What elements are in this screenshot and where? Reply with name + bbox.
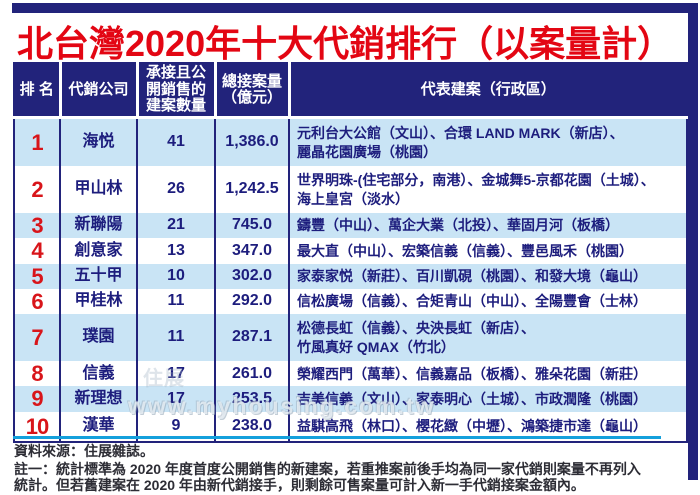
company-cell: 甲山林	[59, 166, 137, 213]
projects-cell: 鑄豐（中山）、萬企大業（北投）、華固月河（板橋）	[288, 213, 687, 239]
projects-cell: 吉美信義（文山）、家泰明心（土城）、市政潤隆（桃園）	[288, 386, 687, 412]
projects-cell: 最大直（中山）、宏築信義（信義）、豐邑風禾（桃園）	[288, 238, 687, 264]
table-row: 1 海悦 41 1,386.0 元利台大公館（文山）、合環 LAND MARK（…	[14, 117, 687, 166]
table-row: 7 璞園 11 287.1 松德長虹（信義）、央泱長虹（新店）、 竹風真好 QM…	[14, 314, 687, 362]
volume-cell: 261.0	[214, 361, 289, 387]
table-row: 10 漢華 9 238.0 益騏高飛（林口）、櫻花緻（中壢）、鴻築捷市達（龜山）	[14, 411, 687, 442]
count-cell: 26	[136, 166, 215, 213]
count-cell: 11	[136, 314, 215, 362]
rank-cell: 7	[31, 325, 43, 351]
header-rank: 排 名	[13, 63, 60, 119]
rank-cell: 8	[31, 361, 43, 387]
table-header-row: 排 名 代銷公司 承接且公 開銷售的 建案數量 總接案量 （億元） 代表建案（行…	[13, 63, 687, 119]
rank-cell: 10	[25, 413, 49, 439]
volume-cell: 1,386.0	[214, 117, 289, 166]
footnote-text: 註一：統計標準為 2020 年度首度公開銷售的新建案，若重推案前後手均為同一家代…	[14, 460, 641, 494]
company-cell: 新理想	[59, 386, 137, 412]
count-cell: 11	[136, 288, 215, 315]
header-volume: 總接案量 （億元）	[213, 63, 289, 119]
rank-cell: 1	[31, 129, 43, 155]
company-cell: 信義	[59, 361, 137, 387]
rank-cell: 6	[31, 288, 43, 314]
company-cell: 新聯陽	[59, 213, 137, 239]
header-company: 代銷公司	[58, 63, 137, 119]
volume-cell: 253.5	[214, 386, 289, 412]
table-row: 2 甲山林 26 1,242.5 世界明珠-(住宅部分，南港）、金城舞5-京都花…	[14, 166, 687, 213]
company-cell: 甲桂林	[59, 288, 137, 315]
count-cell: 41	[136, 117, 215, 166]
data-source-text: 資料來源：住展雜誌。	[14, 443, 154, 459]
volume-cell: 302.0	[214, 263, 289, 289]
count-cell: 17	[136, 386, 215, 412]
footer: 資料來源：住展雜誌。 註一：統計標準為 2020 年度首度公開銷售的新建案，若重…	[14, 443, 686, 494]
volume-cell: 292.0	[214, 288, 289, 315]
table-row: 6 甲桂林 11 292.0 信松廣場（信義）、合矩青山（中山）、全陽豐會（士林…	[14, 288, 687, 315]
company-cell: 海悦	[59, 117, 137, 166]
projects-cell: 家泰家悦（新莊）、百川凱硯（桃園）、和發大境（龜山）	[288, 263, 687, 289]
volume-cell: 1,242.5	[214, 166, 289, 213]
company-cell: 五十甲	[59, 263, 137, 289]
projects-cell: 元利台大公館（文山）、合環 LAND MARK（新店）、 麗晶花園廣場（桃園）	[288, 117, 687, 166]
volume-cell: 287.1	[214, 314, 289, 362]
rank-cell: 5	[31, 263, 43, 289]
page-title: 北台灣2020年十大代銷排行（以案量計）	[17, 23, 674, 64]
rank-cell: 4	[31, 238, 43, 264]
frame-right-bar	[688, 3, 698, 480]
count-cell: 21	[136, 213, 215, 239]
table-row: 5 五十甲 10 302.0 家泰家悦（新莊）、百川凱硯（桃園）、和發大境（龜山…	[14, 263, 687, 289]
projects-cell: 榮耀西門（萬華）、信義嘉品（板橋）、雅朵花園（新莊）	[288, 361, 687, 387]
count-cell: 17	[136, 361, 215, 387]
projects-cell: 松德長虹（信義）、央泱長虹（新店）、 竹風真好 QMAX（竹北）	[288, 314, 687, 362]
count-cell: 10	[136, 263, 215, 289]
header-count: 承接且公 開銷售的 建案數量	[135, 63, 215, 119]
table-row: 3 新聯陽 21 745.0 鑄豐（中山）、萬企大業（北投）、華固月河（板橋）	[14, 213, 687, 239]
volume-cell: 347.0	[214, 238, 289, 264]
frame-top-bar	[12, 3, 698, 13]
rank-cell: 9	[31, 386, 43, 412]
rank-cell: 2	[31, 176, 43, 202]
header-projects: 代表建案（行政區）	[287, 63, 687, 119]
ranking-table: 排 名 代銷公司 承接且公 開銷售的 建案數量 總接案量 （億元） 代表建案（行…	[13, 62, 688, 443]
projects-cell: 信松廣場（信義）、合矩青山（中山）、全陽豐會（士林）	[288, 288, 687, 315]
company-cell: 璞園	[59, 314, 137, 362]
volume-cell: 745.0	[214, 213, 289, 239]
rank-cell: 3	[31, 213, 43, 238]
count-cell: 13	[136, 238, 215, 264]
table-row: 8 信義 17 261.0 榮耀西門（萬華）、信義嘉品（板橋）、雅朵花園（新莊）	[14, 361, 687, 387]
projects-cell: 世界明珠-(住宅部分，南港）、金城舞5-京都花園（土城）、 海上皇宮（淡水）	[288, 166, 687, 213]
footer-separator-line	[13, 436, 661, 439]
company-cell: 創意家	[59, 238, 137, 264]
table-row: 4 創意家 13 347.0 最大直（中山）、宏築信義（信義）、豐邑風禾（桃園）	[14, 238, 687, 264]
table-row: 9 新理想 17 253.5 吉美信義（文山）、家泰明心（土城）、市政潤隆（桃園…	[14, 386, 687, 412]
